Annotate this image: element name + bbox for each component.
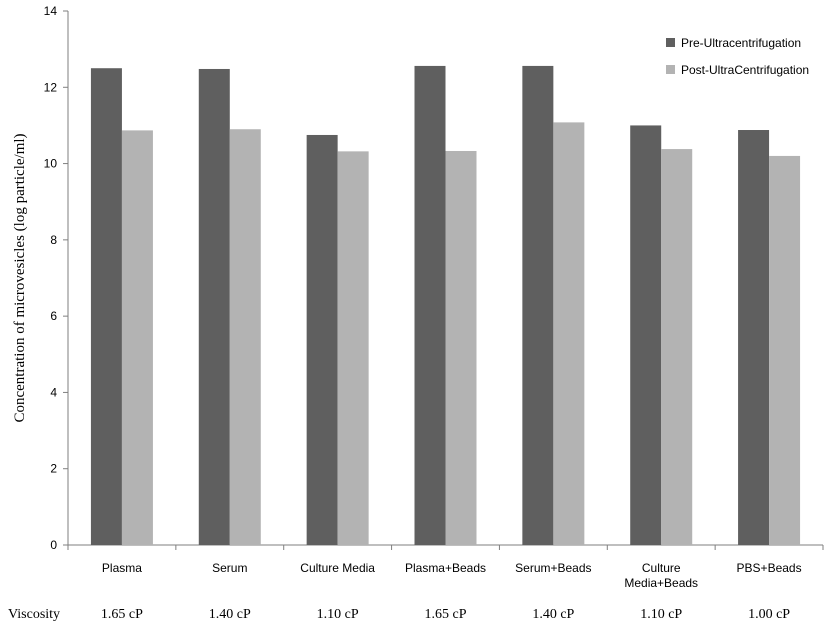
y-tick-label: 6 — [50, 309, 57, 323]
bar-post-ultracentrifugation — [445, 150, 477, 545]
x-tick-label: PBS+Beads — [737, 561, 802, 575]
y-tick-label: 12 — [44, 80, 58, 94]
x-tick-label: Culture Media+Beads — [624, 561, 698, 590]
bar-pre-ultracentrifugation — [198, 68, 230, 545]
bar-post-ultracentrifugation — [553, 122, 585, 546]
viscosity-value: 1.65 cP — [101, 607, 143, 622]
bar-pre-ultracentrifugation — [90, 68, 122, 545]
y-tick-label: 0 — [50, 538, 57, 552]
viscosity-value: 1.40 cP — [532, 607, 574, 622]
viscosity-value: 1.40 cP — [209, 607, 251, 622]
bar-pre-ultracentrifugation — [522, 65, 554, 545]
viscosity-value: 1.10 cP — [317, 607, 359, 622]
bar-pre-ultracentrifugation — [630, 125, 662, 545]
viscosity-label: Viscosity — [8, 607, 60, 622]
x-tick-label: Serum+Beads — [515, 561, 591, 575]
x-tick-label: Plasma+Beads — [405, 561, 486, 575]
y-tick-label: 4 — [50, 385, 57, 399]
bar-post-ultracentrifugation — [121, 130, 153, 545]
legend-swatch — [666, 38, 675, 47]
legend-label: Pre-Ultracentrifugation — [681, 36, 801, 50]
y-tick-label: 2 — [50, 462, 57, 476]
bar-pre-ultracentrifugation — [414, 65, 446, 545]
viscosity-value: 1.10 cP — [640, 607, 682, 622]
y-tick-label: 14 — [44, 4, 58, 18]
viscosity-value: 1.00 cP — [748, 607, 790, 622]
plot-area: 0 2 4 6 8 10 12 14 Plasma Serum Culture Media Plasm… — [44, 4, 824, 590]
legend-swatch — [666, 65, 675, 74]
viscosity-row: Viscosity 1.65 cP 1.40 cP 1.10 cP 1.65 cP 1.… — [8, 607, 790, 622]
bar-post-ultracentrifugation — [661, 149, 693, 545]
y-tick-label: 8 — [50, 233, 57, 247]
y-axis-label: Concentration of microvesicles (log part… — [12, 133, 28, 422]
x-tick-label: Culture Media — [300, 561, 375, 575]
bar-pre-ultracentrifugation — [306, 134, 338, 545]
viscosity-value: 1.65 cP — [425, 607, 467, 622]
x-tick-label: Serum — [212, 561, 247, 575]
legend: Pre-Ultracentrifugation Post-UltraCentrif… — [666, 36, 809, 77]
bar-pre-ultracentrifugation — [738, 130, 770, 545]
bar-post-ultracentrifugation — [229, 129, 261, 545]
legend-label: Post-UltraCentrifugation — [681, 63, 809, 77]
y-tick-label: 10 — [44, 157, 58, 171]
bar-post-ultracentrifugation — [769, 155, 801, 545]
bar-post-ultracentrifugation — [337, 151, 369, 545]
x-tick-label: Plasma — [102, 561, 142, 575]
